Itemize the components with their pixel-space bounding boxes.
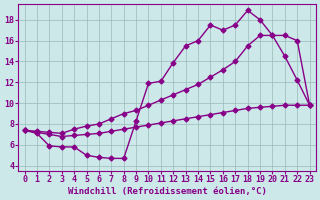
X-axis label: Windchill (Refroidissement éolien,°C): Windchill (Refroidissement éolien,°C): [68, 187, 267, 196]
